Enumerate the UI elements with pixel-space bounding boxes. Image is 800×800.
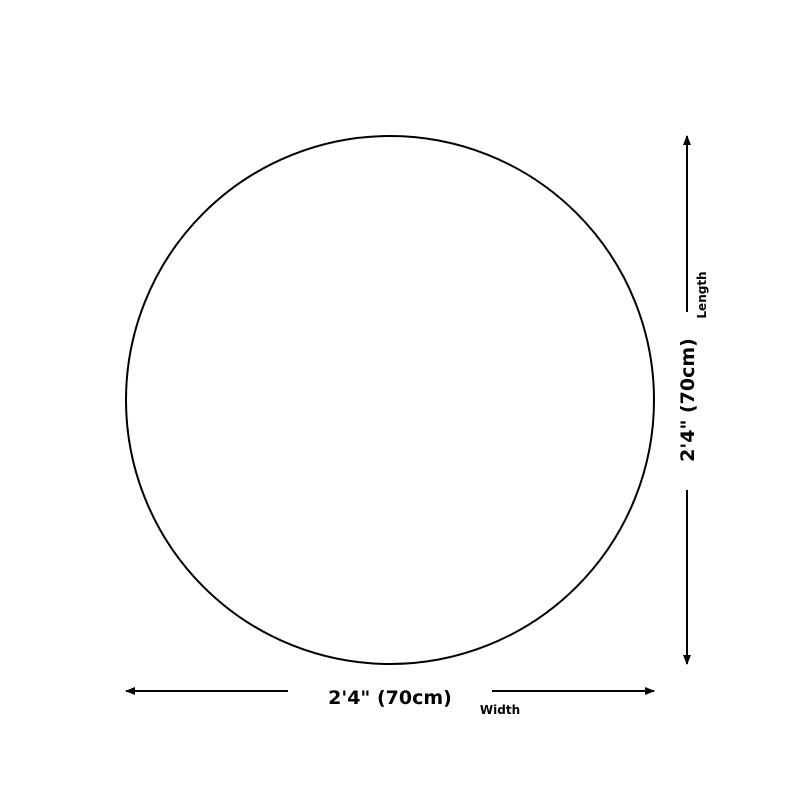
length-value: 2'4" (70cm): [677, 338, 699, 462]
length-label: Length: [695, 271, 709, 318]
width-value: 2'4" (70cm): [328, 687, 452, 709]
rug-outline-circle: [125, 135, 655, 665]
width-label: Width: [480, 703, 520, 717]
